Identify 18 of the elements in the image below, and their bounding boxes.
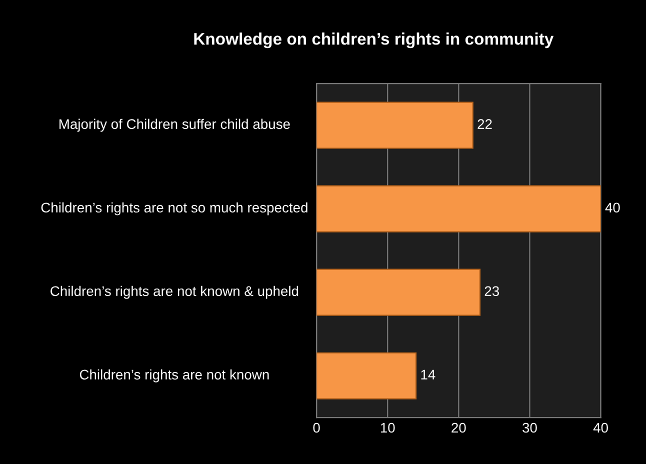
x-tick-label: 30 [522,422,537,433]
x-tick-label: 40 [593,422,608,433]
y-tick-label: Children’s rights are not known [80,369,269,382]
x-tick-label: 0 [313,422,320,433]
y-tick-label: Children’s rights are not so much respected [41,202,308,216]
data-label: 14 [421,370,436,380]
x-tick-label: 20 [452,422,466,433]
chart-title: Knowledge on children’s rights in community [194,32,554,48]
bar [316,268,481,316]
y-tick-label: Majority of Children suffer child abuse [60,118,290,132]
x-tick-label: 10 [380,422,395,433]
y-tick-label: Children’s rights are not known & upheld [50,286,298,299]
data-label: 40 [605,202,620,213]
bar [316,352,417,400]
data-label: 22 [478,119,492,129]
bar [316,102,474,149]
bar [316,185,601,232]
data-label: 23 [484,286,499,296]
